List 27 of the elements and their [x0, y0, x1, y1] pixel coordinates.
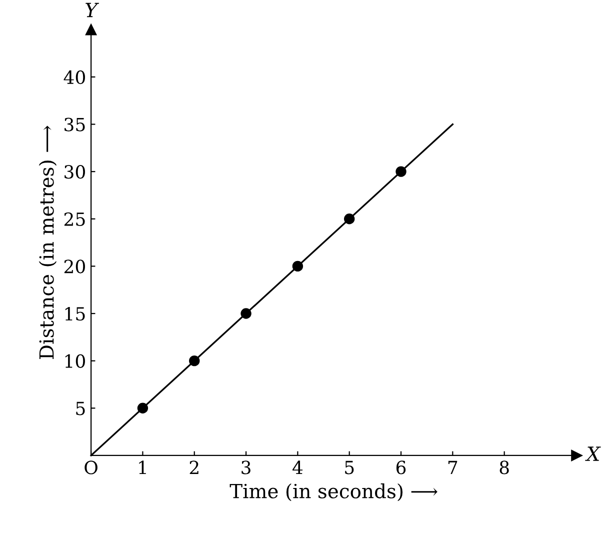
x-tick-label: O [84, 460, 98, 474]
y-tick-label: 10 [65, 354, 85, 368]
x-tick-label: 5 [345, 460, 354, 474]
x-tick-label: 2 [190, 460, 198, 474]
y-tick-label: 15 [65, 306, 85, 321]
point [344, 214, 355, 224]
x-tick-label: 3 [242, 460, 250, 474]
text: Y [86, 2, 100, 18]
y-tick-label: 5 [76, 402, 85, 416]
point [292, 260, 304, 272]
x-tick-label: 4 [292, 460, 303, 474]
y-tick-label: 20 [64, 260, 85, 274]
point [240, 308, 252, 319]
y-tick-label: 25 [64, 212, 85, 226]
x-tick-label: 8 [500, 460, 509, 474]
x-tick-label: 6 [396, 460, 406, 474]
point [189, 355, 200, 366]
y-tick-label: 40 [64, 70, 85, 84]
text: X [585, 446, 601, 461]
point [137, 402, 148, 414]
x-axis-title: Time (in seconds) ⟶ [230, 483, 438, 502]
x-tick-label: 1 [139, 460, 146, 474]
y-axis-title: Distance (in metres) ⟶ [38, 126, 57, 359]
point [396, 166, 406, 177]
x-tick-label: 7 [448, 460, 458, 474]
y-tick-label: 35 [64, 118, 85, 132]
y-tick-label: 30 [64, 165, 85, 179]
